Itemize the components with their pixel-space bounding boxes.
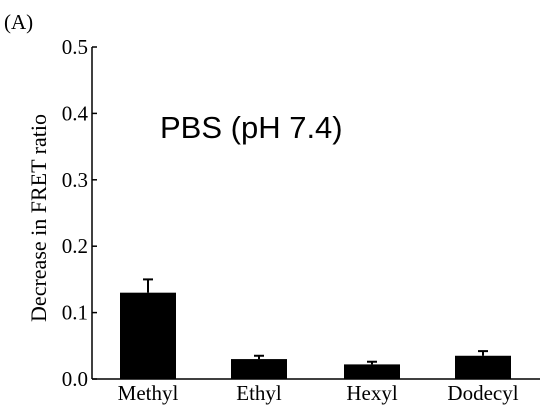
- bar-hexyl: [344, 364, 400, 379]
- x-tick-label-ethyl: Ethyl: [236, 381, 282, 405]
- x-tick-label-dodecyl: Dodecyl: [447, 381, 518, 405]
- y-axis-label: Decrease in FRET ratio: [26, 114, 51, 322]
- bar-dodecyl: [455, 355, 511, 379]
- y-tick-label: 0.0: [62, 367, 88, 391]
- y-tick-label: 0.4: [62, 101, 89, 125]
- x-tick-label-methyl: Methyl: [118, 381, 179, 405]
- bar-ethyl: [231, 359, 287, 379]
- chart-annotation: PBS (pH 7.4): [160, 110, 343, 145]
- y-tick-label: 0.3: [62, 168, 88, 192]
- x-tick-label-hexyl: Hexyl: [346, 381, 397, 405]
- y-tick-label: 0.5: [62, 35, 88, 59]
- bar-methyl: [120, 292, 176, 379]
- y-tick-label: 0.2: [62, 234, 88, 258]
- panel-label: (A): [4, 10, 33, 34]
- y-tick-label: 0.1: [62, 301, 88, 325]
